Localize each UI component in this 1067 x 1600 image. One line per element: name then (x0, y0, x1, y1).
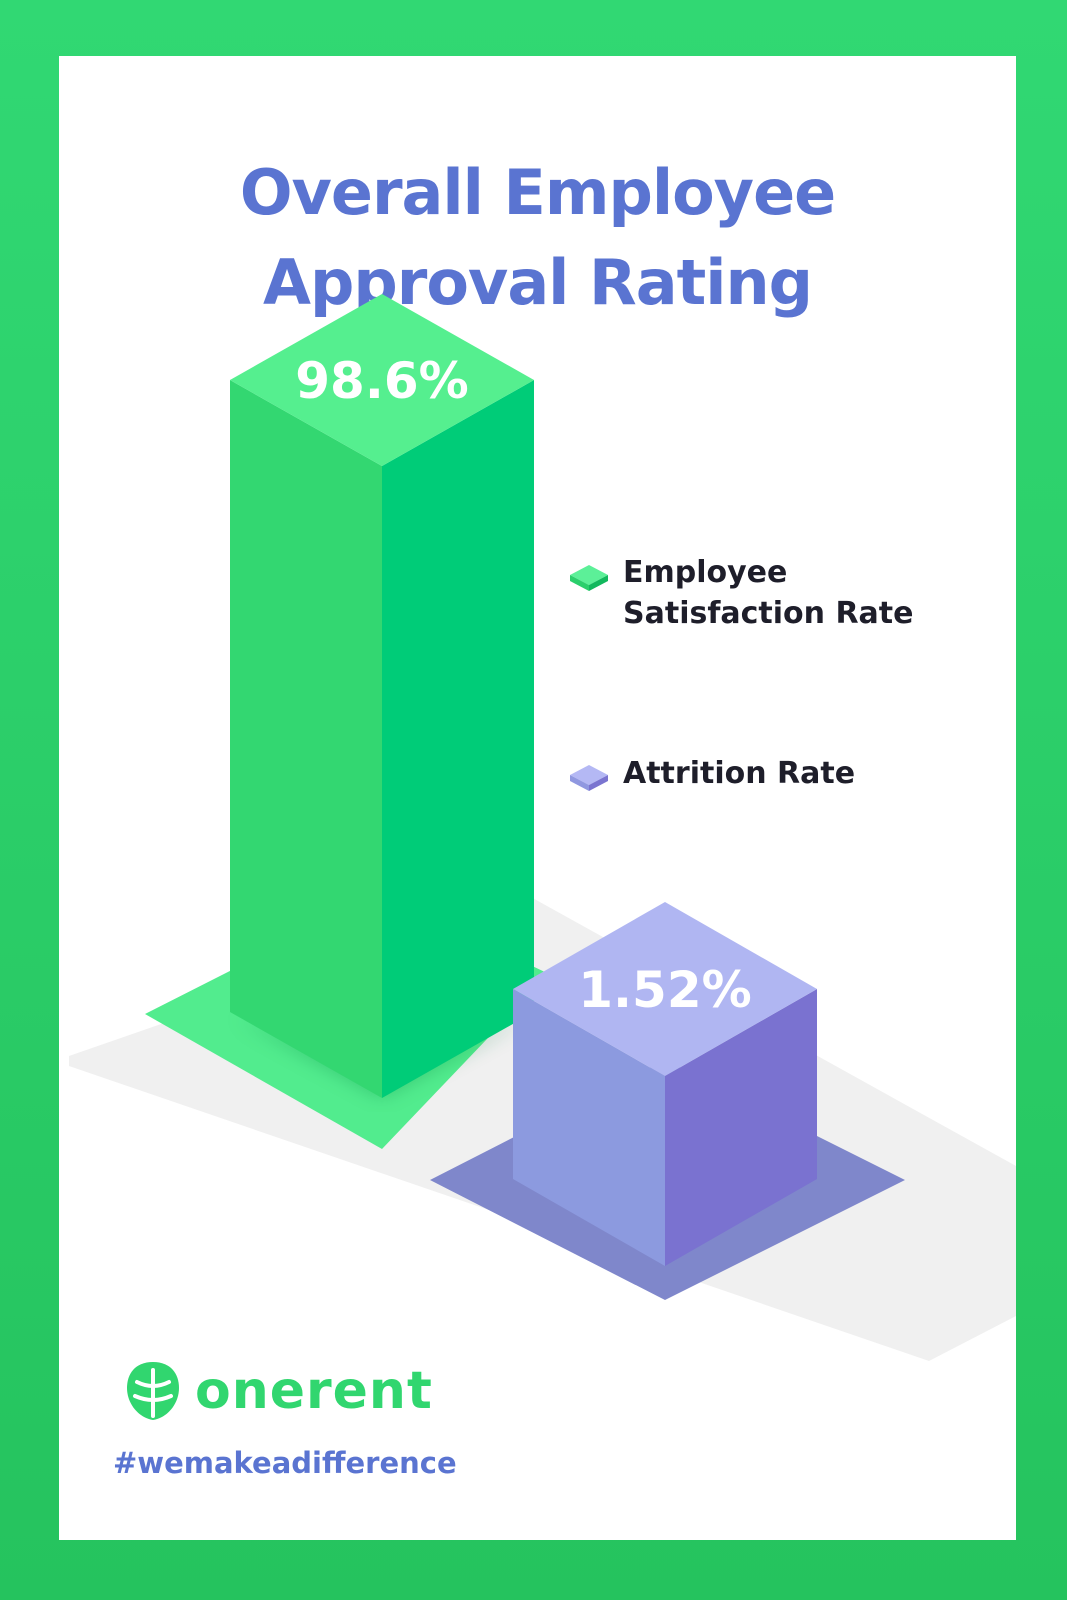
legend-swatch-satisfaction (570, 565, 608, 591)
bar-satisfaction: 98.6% (145, 294, 549, 1149)
bar-attrition: 1.52% (430, 902, 905, 1300)
brand-logo: onerent (125, 1356, 433, 1426)
legend-swatch-attrition (570, 765, 608, 791)
legend-item-attrition: Attrition Rate (570, 756, 855, 791)
page-title: Overall Employee Approval Rating (59, 148, 1016, 328)
bar-satisfaction-value-label: 98.6% (295, 352, 468, 410)
infographic-card: Overall Employee Approval Rating 98.6% 1… (59, 56, 1016, 1540)
bar-satisfaction-left-face (230, 380, 382, 1098)
legend-label-satisfaction-line-2: Satisfaction Rate (623, 596, 913, 631)
bar-satisfaction-right-face (382, 380, 534, 1098)
legend-label-satisfaction-line-1: Employee (623, 555, 787, 590)
isometric-bar-chart: 98.6% 1.52% Employee Satisfaction Rate (69, 294, 1016, 1361)
legend: Employee Satisfaction Rate Attrition Rat… (570, 555, 913, 791)
bar-attrition-right-face (665, 989, 817, 1266)
bar-attrition-left-face (513, 989, 665, 1266)
brand-name: onerent (195, 1361, 433, 1421)
leaf-logo-icon (127, 1362, 179, 1420)
legend-label-attrition: Attrition Rate (623, 756, 855, 791)
brand-hashtag: #wemakeadifference (113, 1446, 457, 1480)
title-line-1: Overall Employee (239, 156, 836, 229)
bar-attrition-value-label: 1.52% (578, 961, 751, 1019)
bar-satisfaction-top-face (230, 294, 534, 466)
legend-item-satisfaction: Employee Satisfaction Rate (570, 555, 913, 631)
bar-attrition-top-face (513, 902, 817, 1076)
title-line-2: Approval Rating (263, 246, 813, 319)
